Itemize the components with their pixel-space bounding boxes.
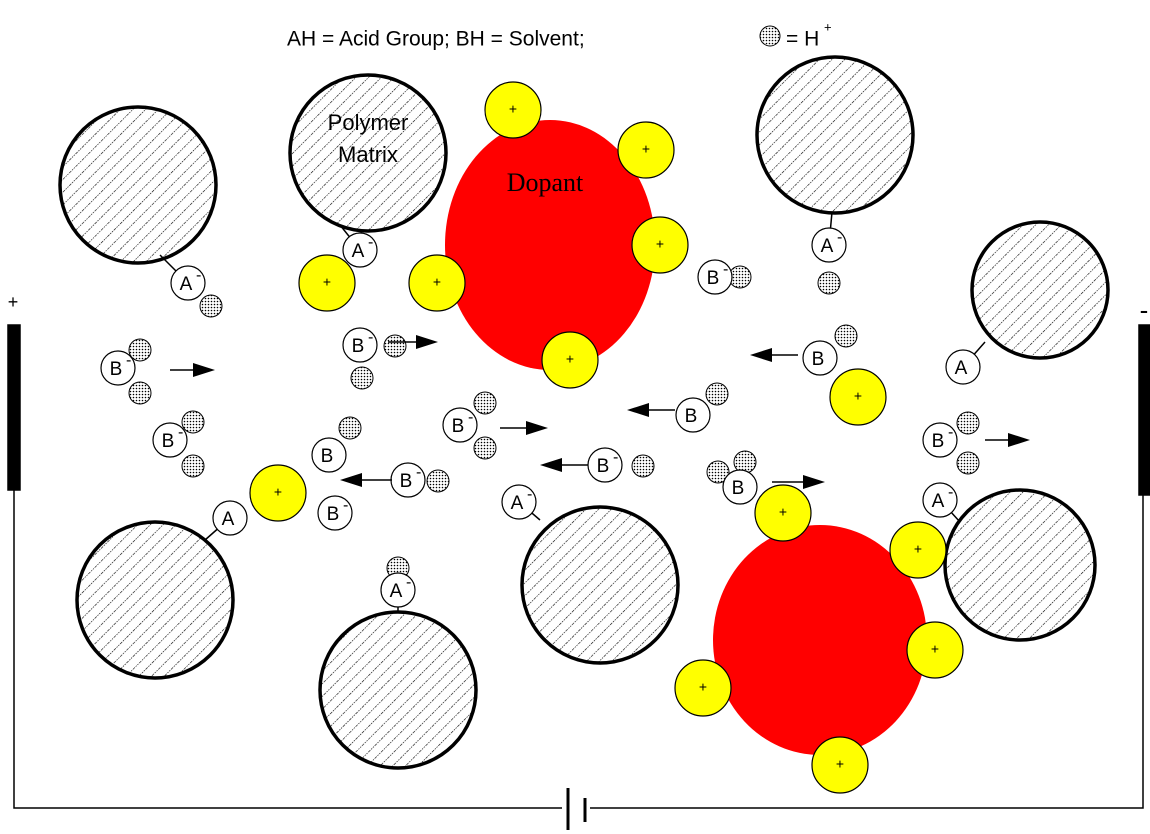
ion-label: A: [180, 274, 193, 295]
ion-charge: -: [368, 329, 373, 346]
ion-label: B: [812, 349, 825, 370]
ion-label: A: [511, 493, 524, 514]
ion-charge: -: [343, 497, 348, 514]
hydrogen-ion: [427, 470, 449, 492]
ion-charge: -: [723, 261, 728, 278]
polymer-sphere: [757, 57, 913, 213]
ion-label: B: [685, 406, 698, 427]
hydrogen-ion: [835, 325, 857, 347]
hydrogen-ion: [351, 367, 373, 389]
ion-charge: -: [126, 352, 131, 369]
arrow-head: [1008, 433, 1030, 447]
hydrogen-ion: [957, 452, 979, 474]
polymer-sphere: [60, 107, 216, 263]
hydrogen-ion: [632, 455, 654, 477]
positive-sign: +: [8, 292, 19, 312]
ion-label: B: [597, 456, 610, 477]
legend-proton-charge: +: [824, 19, 832, 34]
ion-label: B: [327, 504, 340, 525]
proton-sign: +: [931, 641, 939, 657]
proton-sign: +: [854, 388, 862, 404]
arrow-head: [526, 421, 548, 435]
proton-sign: +: [656, 236, 664, 252]
hydrogen-ion: [706, 383, 728, 405]
proton-sign: +: [699, 679, 707, 695]
ion-charge: -: [948, 424, 953, 441]
legend-text: AH = Acid Group; BH = Solvent;: [287, 28, 585, 51]
arrow-head: [627, 403, 649, 417]
hydrogen-ion: [474, 437, 496, 459]
polymer-sphere: [522, 507, 678, 663]
ion-charge: -: [613, 449, 618, 466]
ion-label: A: [222, 509, 235, 530]
hydrogen-ion: [182, 455, 204, 477]
hydrogen-ion: [200, 295, 222, 317]
proton-sign: +: [914, 541, 922, 557]
proton-sign: +: [566, 351, 574, 367]
hydrogen-ion: [474, 392, 496, 414]
ion-charge: -: [196, 267, 201, 284]
proton-sign: +: [433, 274, 441, 290]
hydrogen-ion: [818, 272, 840, 294]
hydrogen-ion: [182, 411, 204, 433]
ion-charge: -: [527, 486, 532, 503]
proton-sign: +: [509, 101, 517, 117]
ion-label: A: [955, 358, 968, 379]
proton-icon: [760, 26, 780, 46]
hydrogen-ion: [129, 382, 151, 404]
arrow-head: [416, 335, 438, 349]
ion-label: B: [162, 431, 175, 452]
polymer-label: Polymer: [328, 110, 409, 135]
arrow-head: [193, 363, 215, 377]
ion-label: A: [352, 241, 365, 262]
proton-sign: +: [779, 504, 787, 520]
hydrogen-ion: [957, 412, 979, 434]
ion-label: B: [732, 478, 745, 499]
polymer-sphere: [320, 612, 476, 768]
ion-label: A: [821, 236, 834, 257]
ion-charge: -: [178, 424, 183, 441]
polymer-sphere: [945, 490, 1095, 640]
ion-charge: -: [368, 234, 373, 251]
proton-sign: +: [274, 484, 282, 500]
ion-label: A: [390, 581, 403, 602]
arrow-head: [340, 473, 362, 487]
ion-label: B: [400, 471, 413, 492]
ion-label: B: [352, 336, 365, 357]
ion-label: B: [932, 431, 945, 452]
ion-label: B: [110, 359, 123, 380]
ion-charge: -: [837, 229, 842, 246]
polymer-sphere: [972, 222, 1108, 358]
ion-charge: -: [406, 574, 411, 591]
proton-sign: +: [323, 274, 331, 290]
ion-charge: -: [948, 484, 953, 501]
arrow-head: [803, 475, 825, 489]
diagram: + - AH = Acid Group; BH = Solvent; = H +…: [0, 0, 1150, 834]
polymer-sphere: [77, 522, 233, 678]
arrow-head: [750, 348, 772, 362]
ion-charge: -: [468, 409, 473, 426]
ion-label: B: [321, 446, 334, 467]
ion-label: B: [707, 268, 720, 289]
polymer-label: Matrix: [338, 142, 398, 167]
hydrogen-ion: [384, 335, 406, 357]
arrow-head: [540, 458, 562, 472]
legend-proton: = H: [786, 28, 819, 51]
proton-sign: +: [642, 141, 650, 157]
ion-label: B: [452, 416, 465, 437]
hydrogen-ion: [339, 417, 361, 439]
ion-charge: -: [416, 464, 421, 481]
negative-sign: -: [1140, 295, 1149, 325]
ion-label: A: [932, 491, 945, 512]
proton-sign: +: [836, 756, 844, 772]
hydrogen-ion: [129, 339, 151, 361]
dopant-label: Dopant: [507, 168, 584, 197]
